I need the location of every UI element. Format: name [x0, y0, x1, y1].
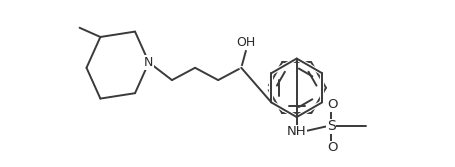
Text: N: N [144, 56, 153, 69]
Text: O: O [328, 141, 338, 154]
Text: S: S [327, 119, 336, 133]
Text: O: O [328, 98, 338, 111]
Text: NH: NH [287, 125, 307, 138]
Text: OH: OH [236, 36, 256, 49]
